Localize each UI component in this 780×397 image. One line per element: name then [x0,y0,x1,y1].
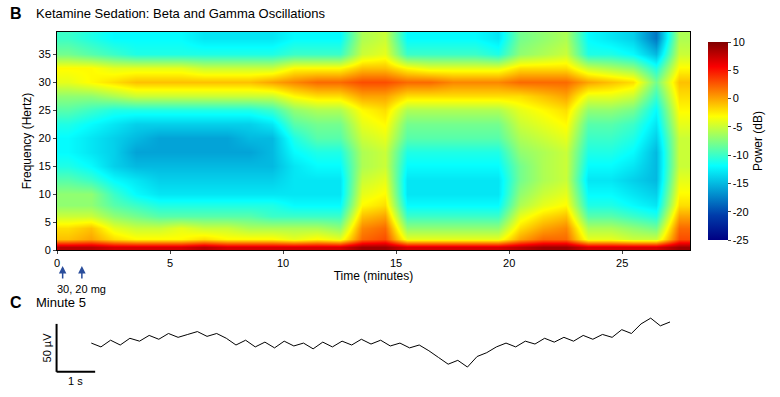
svg-text:B: B [10,5,22,22]
svg-text:-10: -10 [733,149,749,161]
svg-text:10: 10 [733,36,745,48]
svg-text:-15: -15 [733,177,749,189]
svg-text:5: 5 [167,257,173,269]
svg-text:15: 15 [390,257,402,269]
svg-text:-20: -20 [733,206,749,218]
svg-text:1 s: 1 s [68,375,83,387]
svg-text:0: 0 [733,92,739,104]
svg-text:20: 20 [503,257,515,269]
svg-text:25: 25 [39,104,51,116]
svg-text:50 µV: 50 µV [41,333,53,363]
svg-text:0: 0 [45,244,51,256]
svg-text:25: 25 [616,257,628,269]
svg-text:30, 20 mg: 30, 20 mg [57,283,106,295]
svg-text:10: 10 [277,257,289,269]
svg-text:Power (dB): Power (dB) [751,111,765,171]
svg-text:Ketamine Sedation: Beta and Ga: Ketamine Sedation: Beta and Gamma Oscill… [36,6,326,21]
svg-text:15: 15 [39,160,51,172]
svg-text:30: 30 [39,76,51,88]
svg-text:C: C [10,294,22,311]
svg-text:10: 10 [39,188,51,200]
svg-text:35: 35 [39,48,51,60]
svg-text:-25: -25 [733,234,749,246]
svg-text:Minute 5: Minute 5 [36,295,86,310]
svg-text:5: 5 [45,216,51,228]
svg-text:20: 20 [39,132,51,144]
svg-text:0: 0 [54,257,60,269]
svg-text:5: 5 [733,64,739,76]
svg-text:Time (minutes): Time (minutes) [334,269,414,283]
svg-text:-5: -5 [733,121,743,133]
svg-text:Frequency (Hertz): Frequency (Hertz) [20,93,34,190]
